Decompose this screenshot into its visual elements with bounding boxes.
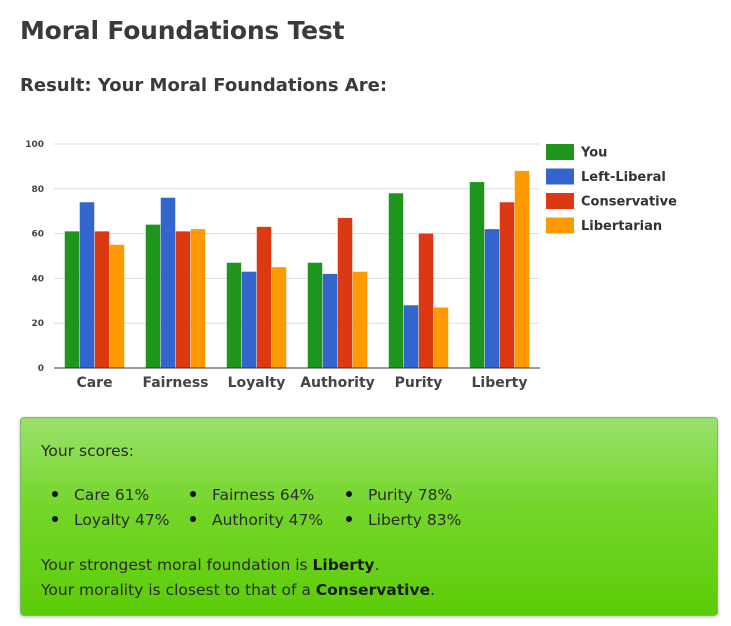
- bar-left-liberal-purity: [403, 305, 419, 368]
- bullet-icon: [346, 515, 352, 522]
- bullet-icon: [346, 490, 352, 497]
- bullet-icon: [190, 515, 196, 522]
- result-heading: Result: Your Moral Foundations Are:: [20, 75, 388, 96]
- closest-prefix: Your morality is closest to that of a: [41, 581, 316, 599]
- page-title: Moral Foundations Test: [20, 16, 345, 45]
- legend-swatch: [546, 168, 574, 185]
- y-tick-label: 40: [31, 274, 44, 284]
- bar-you-care: [64, 231, 80, 368]
- bar-chart: 0 20 40 60 80 100 Care Fairness Loyalty Authority…: [25, 140, 677, 391]
- strongest-prefix: Your strongest moral foundation is: [41, 556, 313, 574]
- score-item: Care 61%: [52, 486, 149, 504]
- y-tick-label: 100: [25, 140, 44, 150]
- legend-label: You: [580, 146, 607, 161]
- score-item: Loyalty 47%: [52, 511, 169, 529]
- x-tick-label: Purity: [395, 375, 443, 391]
- bar-left-liberal-liberty: [484, 229, 500, 368]
- x-tick-label: Care: [76, 375, 112, 391]
- chart-legend: You Left-Liberal Conservative Libertarian: [546, 144, 677, 234]
- chart-axes: 0 20 40 60 80 100 Care Fairness Loyalty Authority…: [25, 140, 540, 391]
- bar-you-loyalty: [226, 262, 242, 368]
- y-tick-label: 20: [31, 319, 44, 329]
- bar-libertarian-loyalty: [271, 267, 287, 368]
- legend-swatch: [546, 144, 574, 160]
- strongest-foundation-line: Your strongest moral foundation is Liber…: [41, 556, 379, 574]
- score-summary-box: Your scores: Care 61% Loyalty 47% Fairne…: [20, 417, 718, 616]
- bar-left-liberal-authority: [322, 273, 338, 368]
- chart-bars: [64, 170, 530, 368]
- score-item: Purity 78%: [346, 486, 452, 504]
- bullet-icon: [52, 515, 58, 522]
- x-tick-label: Liberty: [472, 375, 528, 391]
- closest-suffix: .: [430, 581, 436, 599]
- score-item-text: Purity 78%: [368, 486, 453, 504]
- scores-heading: Your scores:: [41, 442, 134, 460]
- legend-label: Conservative: [581, 195, 677, 210]
- chart-gridlines: [54, 143, 540, 369]
- score-item-text: Liberty 83%: [368, 511, 462, 529]
- x-tick-label: Fairness: [142, 375, 208, 391]
- x-tick-label: Authority: [300, 375, 375, 391]
- bar-conservative-care: [94, 231, 110, 368]
- score-item-text: Fairness 64%: [212, 486, 315, 504]
- bar-left-liberal-care: [79, 202, 95, 368]
- score-item-text: Authority 47%: [212, 511, 324, 529]
- legend-label: Libertarian: [581, 219, 662, 234]
- score-item: Liberty 83%: [346, 511, 461, 529]
- bar-conservative-loyalty: [256, 226, 272, 368]
- bullet-icon: [190, 490, 196, 497]
- closest-group-line: Your morality is closest to that of a Co…: [41, 581, 435, 599]
- bar-libertarian-care: [109, 244, 125, 368]
- bar-libertarian-fairness: [190, 229, 206, 368]
- bar-left-liberal-loyalty: [241, 271, 257, 368]
- score-item-text: Loyalty 47%: [74, 511, 170, 529]
- bullet-icon: [52, 490, 58, 497]
- bar-conservative-purity: [418, 233, 434, 368]
- bar-libertarian-purity: [433, 307, 449, 368]
- bar-you-fairness: [145, 224, 161, 368]
- score-item-text: Care 61%: [74, 486, 150, 504]
- score-item: Fairness 64%: [190, 486, 314, 504]
- y-tick-label: 80: [31, 185, 44, 195]
- y-tick-label: 60: [31, 230, 44, 240]
- bar-conservative-liberty: [499, 202, 515, 368]
- x-tick-label: Loyalty: [228, 375, 286, 391]
- bar-you-authority: [307, 262, 323, 368]
- bar-you-liberty: [469, 182, 485, 368]
- strongest-foundation-value: Liberty: [312, 556, 375, 574]
- legend-swatch: [546, 193, 574, 209]
- bar-libertarian-liberty: [514, 170, 530, 368]
- bar-conservative-authority: [337, 217, 353, 368]
- bar-left-liberal-fairness: [160, 197, 176, 368]
- strongest-suffix: .: [374, 556, 380, 574]
- closest-group-value: Conservative: [315, 581, 431, 599]
- legend-label: Left-Liberal: [581, 170, 666, 185]
- legend-swatch: [546, 217, 574, 234]
- y-tick-label: 0: [38, 364, 44, 374]
- bar-conservative-fairness: [175, 231, 191, 368]
- bar-you-purity: [388, 193, 404, 368]
- score-item: Authority 47%: [190, 511, 323, 529]
- bar-libertarian-authority: [352, 271, 368, 368]
